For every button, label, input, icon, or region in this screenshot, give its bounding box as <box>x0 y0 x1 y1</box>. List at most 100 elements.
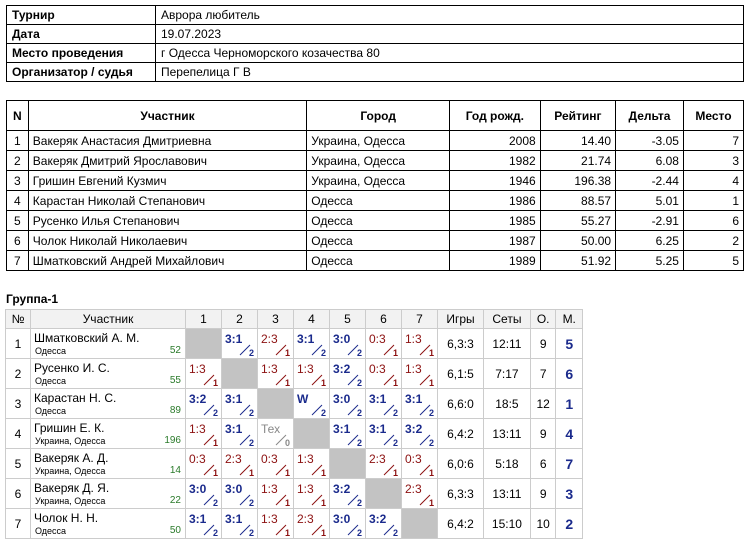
cell: 4 <box>6 190 29 211</box>
place: 3 <box>555 478 583 509</box>
participant: Карастан Н. С. Одесса 89 <box>30 388 186 419</box>
score: 2:3 <box>405 482 422 496</box>
divider <box>275 344 287 356</box>
cell: 1987 <box>449 230 541 251</box>
points: 9 <box>529 478 557 509</box>
divider <box>239 494 251 506</box>
slash <box>311 344 323 356</box>
score: 3:2 <box>405 422 423 436</box>
result-cell: 3:1 2 <box>221 388 258 419</box>
match-points: 2 <box>212 498 218 508</box>
match-points: 2 <box>392 438 398 448</box>
sets: 13:11 <box>482 478 531 509</box>
slash <box>311 524 323 536</box>
match-points: 1 <box>320 528 326 538</box>
column-header: Год рожд. <box>449 100 541 131</box>
participant-name: Русенко И. С. <box>34 361 110 375</box>
result-cell: 3:0 2 <box>329 508 366 539</box>
slash <box>239 344 251 356</box>
cell: 1 <box>682 190 745 211</box>
result-cell: Тех 0 <box>257 418 294 449</box>
info-value: 19.07.2023 <box>155 24 744 44</box>
score: 1:3 <box>405 332 422 346</box>
score: 1:3 <box>261 482 278 496</box>
info-value: Аврора любитель <box>155 5 744 25</box>
divider <box>419 464 431 476</box>
slash <box>203 464 215 476</box>
cell: 3 <box>682 150 745 171</box>
cell: 5.01 <box>615 190 684 211</box>
info-row: Дата 19.07.2023 <box>6 24 744 44</box>
result-cell: 0:3 1 <box>365 358 402 389</box>
sets: 13:11 <box>482 418 531 449</box>
cell: 5.25 <box>615 250 684 271</box>
column-header: 3 <box>257 309 294 329</box>
points: 7 <box>529 358 557 389</box>
cell: Украина, Одесса <box>306 130 451 151</box>
divider <box>347 434 359 446</box>
self-cell <box>329 448 366 479</box>
cell: 1 <box>6 130 29 151</box>
match-points: 0 <box>284 438 290 448</box>
slash <box>383 404 395 416</box>
divider <box>203 494 215 506</box>
participant-rating: 52 <box>169 345 181 356</box>
match-points: 1 <box>428 468 434 478</box>
match-points: 1 <box>392 348 398 358</box>
slash <box>383 524 395 536</box>
cell: 1989 <box>449 250 541 271</box>
score: 1:3 <box>261 512 278 526</box>
slash <box>203 404 215 416</box>
participant-rating: 89 <box>169 405 181 416</box>
slash <box>239 494 251 506</box>
slash <box>239 404 251 416</box>
slash <box>203 434 215 446</box>
games: 6,3:3 <box>437 328 484 359</box>
slash <box>383 374 395 386</box>
points: 9 <box>529 328 557 359</box>
cell: 1982 <box>449 150 541 171</box>
score: 3:1 <box>225 392 243 406</box>
column-header: М. <box>555 309 583 329</box>
score: 1:3 <box>405 362 422 376</box>
score: 0:3 <box>189 452 206 466</box>
cell: Карастан Николай Степанович <box>27 190 308 211</box>
match-points: 2 <box>248 348 254 358</box>
cell: 4 <box>682 170 745 191</box>
info-label: Турнир <box>6 5 156 25</box>
cell: Одесса <box>306 230 451 251</box>
cell: 196.38 <box>539 170 617 191</box>
games: 6,6:0 <box>437 388 484 419</box>
score: 1:3 <box>297 482 314 496</box>
cell: 6.08 <box>615 150 684 171</box>
slash <box>275 524 287 536</box>
cell: 3 <box>6 170 29 191</box>
group-row: 3 Карастан Н. С. Одесса 89 3:2 2 3:1 2 W 2 3:0 2 3:1… <box>5 388 583 419</box>
participant: Гришин Е. К. Украина, Одесса 196 <box>30 418 186 449</box>
cell: 7 <box>682 130 745 151</box>
match-points: 2 <box>428 408 434 418</box>
match-points: 1 <box>428 348 434 358</box>
match-points: 1 <box>284 498 290 508</box>
result-cell: 1:3 1 <box>401 358 438 389</box>
match-points: 1 <box>284 468 290 478</box>
match-points: 2 <box>320 408 326 418</box>
cell: Украина, Одесса <box>306 150 451 171</box>
cell: 14.40 <box>539 130 617 151</box>
result-cell: 3:0 2 <box>329 388 366 419</box>
column-header: Участник <box>30 309 186 329</box>
match-points: 2 <box>356 408 362 418</box>
divider <box>419 494 431 506</box>
participant-city: Одесса <box>35 346 67 356</box>
result-cell: 1:3 1 <box>185 358 222 389</box>
divider <box>383 344 395 356</box>
result-cell: 1:3 1 <box>293 448 330 479</box>
games: 6,4:2 <box>437 418 484 449</box>
participant: Шматковский А. М. Одесса 52 <box>30 328 186 359</box>
score: 3:1 <box>189 512 207 526</box>
info-table: Турнир Аврора любитель Дата 19.07.2023 Место… <box>6 5 744 82</box>
cell: 21.74 <box>539 150 617 171</box>
match-points: 1 <box>212 438 218 448</box>
score: 3:0 <box>189 482 207 496</box>
